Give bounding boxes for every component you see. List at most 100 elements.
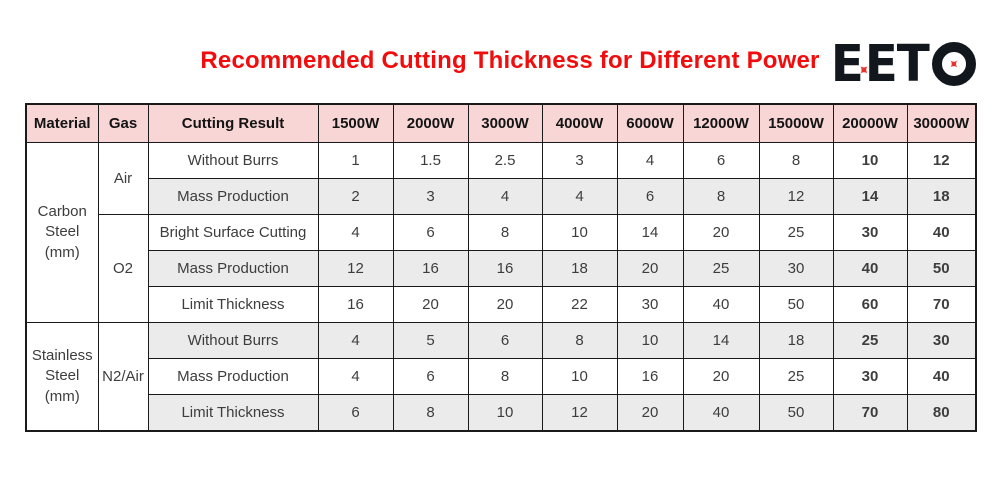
logo-o-ring: ✦: [932, 42, 976, 86]
table-row: O2 Bright Surface Cutting 4 6 8 10 14 20 25 30 40: [26, 214, 977, 323]
value-cell: 18: [906, 178, 977, 215]
value-cell: 40: [906, 214, 977, 251]
column-header-power: 3000W: [467, 103, 543, 143]
value-cell: 80: [906, 394, 977, 432]
value-cell: 1.5: [392, 142, 469, 179]
value-cell: 16: [616, 358, 684, 395]
value-cell: 16: [392, 250, 469, 287]
table-row: Stainless Steel (mm) N2/Air Without Burrs 4…: [25, 322, 977, 432]
value-cell: 20: [682, 214, 760, 251]
value-cell: 50: [758, 394, 834, 432]
value-cell: 18: [758, 322, 834, 359]
column-header-power: 6000W: [616, 103, 684, 143]
value-cell: 18: [541, 250, 618, 287]
value-cell: 14: [616, 214, 684, 251]
value-cell: 8: [758, 142, 834, 179]
value-cell: 25: [758, 358, 834, 395]
column-header-power: 15000W: [758, 103, 834, 143]
value-cell: 30: [832, 358, 908, 395]
value-cell: 8: [467, 358, 543, 395]
value-cell: 14: [682, 322, 760, 359]
value-cell: 4: [541, 178, 618, 215]
cutting-result-cell: Without Burrs: [147, 142, 319, 179]
cutting-result-cell: Mass Production: [147, 250, 319, 287]
value-cell: 4: [616, 142, 684, 179]
cutting-result-cell: Mass Production: [147, 358, 319, 395]
value-cell: 12: [541, 394, 618, 432]
value-cell: 70: [832, 394, 908, 432]
value-cell: 3: [541, 142, 618, 179]
value-cell: 14: [832, 178, 908, 215]
value-cell: 2: [317, 178, 394, 215]
value-cell: 10: [832, 142, 908, 179]
value-cell: 20: [392, 286, 469, 323]
value-cell: 12: [317, 250, 394, 287]
value-cell: 6: [392, 214, 469, 251]
cutting-result-cell: Limit Thickness: [147, 394, 319, 432]
value-cell: 8: [392, 394, 469, 432]
value-cell: 40: [682, 286, 760, 323]
value-cell: 50: [906, 250, 977, 287]
value-cell: 5: [392, 322, 469, 359]
column-header-power: 2000W: [392, 103, 469, 143]
logo-letter-t: T: [896, 34, 930, 94]
column-header-power: 4000W: [541, 103, 618, 143]
value-cell: 16: [467, 250, 543, 287]
value-cell: 20: [616, 394, 684, 432]
table-row: Carbon Steel (mm) Air Without Burrs 1 1.5 2.5…: [25, 142, 977, 323]
table-body: Carbon Steel (mm) Air Without Burrs 1 1.5 2.5…: [25, 142, 977, 432]
value-cell: 8: [682, 178, 760, 215]
gas-cell: N2/Air: [97, 322, 149, 432]
column-header-gas: Gas: [97, 103, 149, 143]
value-cell: 12: [906, 142, 977, 179]
cutting-result-cell: Bright Surface Cutting: [147, 214, 319, 251]
value-cell: 25: [832, 322, 908, 359]
value-cell: 50: [758, 286, 834, 323]
value-cell: 4: [317, 358, 394, 395]
value-cell: 6: [467, 322, 543, 359]
value-cell: 30: [758, 250, 834, 287]
value-cell: 3: [392, 178, 469, 215]
value-cell: 25: [758, 214, 834, 251]
value-cell: 1: [317, 142, 394, 179]
value-cell: 8: [467, 214, 543, 251]
value-cell: 8: [541, 322, 618, 359]
cutting-result-cell: Without Burrs: [147, 322, 319, 359]
column-header-power: 12000W: [682, 103, 760, 143]
cutting-thickness-table: Material Gas Cutting Result 1500W 2000W …: [25, 103, 977, 432]
value-cell: 10: [541, 358, 618, 395]
table-row: Mass Production 4 6 8 10 16 20 25 30 40: [26, 358, 977, 395]
value-cell: 16: [317, 286, 394, 323]
value-cell: 6: [392, 358, 469, 395]
column-header-material: Material: [25, 103, 99, 143]
material-cell: Stainless Steel (mm): [25, 322, 99, 432]
value-cell: 10: [616, 322, 684, 359]
value-cell: 2.5: [467, 142, 543, 179]
value-cell: 12: [758, 178, 834, 215]
value-cell: 40: [906, 358, 977, 395]
column-header-power: 20000W: [832, 103, 908, 143]
page-title: Recommended Cutting Thickness for Differ…: [200, 47, 820, 74]
gas-cell: Air: [97, 142, 149, 215]
value-cell: 6: [317, 394, 394, 432]
value-cell: 40: [682, 394, 760, 432]
value-cell: 10: [467, 394, 543, 432]
logo-letter-e2: E: [865, 34, 898, 94]
cutting-result-cell: Mass Production: [147, 178, 319, 215]
value-cell: 22: [541, 286, 618, 323]
value-cell: 30: [616, 286, 684, 323]
logo: E ✦ E T ✦: [830, 38, 976, 90]
table-row: Limit Thickness 16 20 20 22 30 40 50 60 70: [26, 286, 977, 323]
value-cell: 4: [317, 322, 394, 359]
gas-cell: O2: [97, 214, 149, 323]
value-cell: 4: [467, 178, 543, 215]
value-cell: 6: [616, 178, 684, 215]
value-cell: 70: [906, 286, 977, 323]
table-header-row: Material Gas Cutting Result 1500W 2000W …: [25, 103, 977, 143]
value-cell: 4: [317, 214, 394, 251]
logo-letter-e1: E: [830, 34, 864, 94]
table-row: Limit Thickness 6 8 10 12 20 40 50 70 80: [26, 394, 977, 432]
value-cell: 30: [906, 322, 977, 359]
cutting-result-cell: Limit Thickness: [147, 286, 319, 323]
table-row: Mass Production 2 3 4 4 6 8 12 14 18: [26, 178, 977, 215]
